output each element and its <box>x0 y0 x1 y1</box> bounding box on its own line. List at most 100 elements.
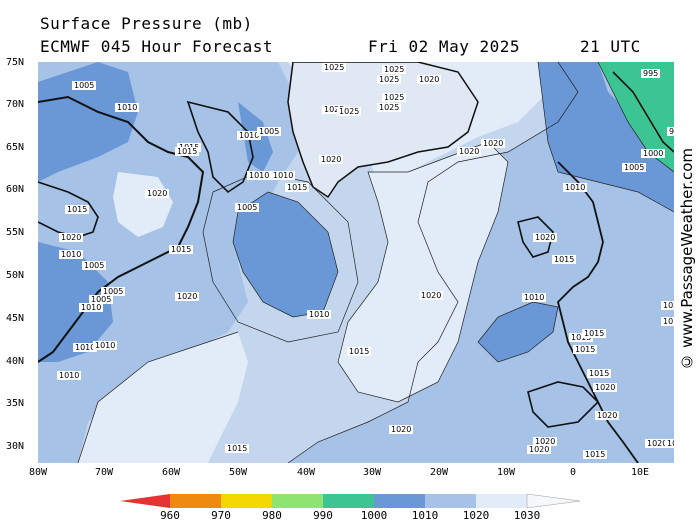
lon-label: 70W <box>94 467 114 478</box>
isobar-value-label: 1025 <box>339 107 359 116</box>
isobar-label-bg <box>57 371 81 380</box>
isobar-value-label: 1005 <box>74 81 94 90</box>
isobar-value-label: 1015 <box>287 183 307 192</box>
isobar-value-label: 1025 <box>379 103 399 112</box>
lat-label: 75N <box>6 57 25 68</box>
scandinavia-coastline <box>612 71 674 153</box>
forecast-time-label: 21 UTC <box>580 37 641 56</box>
isobar-value-label: 1020 <box>419 75 439 84</box>
isobar-value-label: 1010 <box>309 310 329 319</box>
isobar-label-bg <box>73 343 97 352</box>
isobar-value-label: 1010 <box>117 103 137 112</box>
isobar-value-label: 1020 <box>61 233 81 242</box>
legend-label: 1030 <box>513 509 541 522</box>
legend-label: 990 <box>313 509 333 522</box>
legend-swatch-960 <box>120 494 170 508</box>
isobar-label-bg <box>582 329 606 338</box>
isobar-label-bg <box>382 93 406 102</box>
isobar-value-label: 1005 <box>259 127 279 136</box>
lat-label: 35N <box>6 398 25 409</box>
isobar-value-label: 1015 <box>177 147 197 156</box>
isobar-value-label: 1020 <box>647 439 667 448</box>
isobar-label-bg <box>89 295 113 304</box>
isobar-1000 <box>597 62 674 173</box>
isobar-label-bg <box>481 139 505 148</box>
isobar-label-bg <box>93 341 117 350</box>
lat-label: 40N <box>6 356 25 367</box>
isobar-value-label: 1005 <box>84 261 104 270</box>
isobar-label-bg <box>285 183 309 192</box>
legend-label: 960 <box>160 509 180 522</box>
lat-label: 65N <box>6 142 25 153</box>
isobar-label-bg <box>641 149 665 158</box>
isobar-value-label: 1015 <box>227 444 247 453</box>
forecast-date-label: Fri 02 May 2025 <box>368 37 520 56</box>
isobar-value-label: 1005 <box>91 295 111 304</box>
isobar-value-label: 1015 <box>584 329 604 338</box>
isobar-label-bg <box>337 107 361 116</box>
isobar-label-bg <box>457 147 481 156</box>
legend-label: 970 <box>211 509 231 522</box>
isobar-label-bg <box>322 63 346 72</box>
isobar-label-bg <box>563 183 587 192</box>
isobar-label-bg <box>593 383 617 392</box>
isobar-label-bg <box>271 171 295 180</box>
isobar-value-label: 1010 <box>524 293 544 302</box>
isobar-label-bg <box>82 261 106 270</box>
pressure-map-canvas: 1005101010151010100510151020101010051005… <box>38 62 674 463</box>
isobar-label-bg <box>533 437 557 446</box>
isobar-value-label: 1025 <box>384 65 404 74</box>
pressure-map: 1005101010151010100510151020101010051005… <box>38 62 674 463</box>
isobar-value-label: 1020 <box>663 301 674 310</box>
isobar-label-bg <box>377 75 401 84</box>
isobar-label-bg <box>622 163 646 172</box>
isobar-label-bg <box>72 81 96 90</box>
isobar-value-label: 1025 <box>384 93 404 102</box>
isobar-value-label: 1020 <box>421 291 441 300</box>
isobar-value-label: 102 <box>667 439 674 448</box>
isobar-value-label: 1025 <box>324 63 344 72</box>
high-pressure-azores <box>338 142 508 402</box>
forecast-model-label: ECMWF 045 Hour Forecast <box>40 37 274 56</box>
lon-label: 10E <box>630 467 650 478</box>
low-pressure-arctic <box>598 62 674 172</box>
isobar-label-bg <box>667 127 674 136</box>
isobar-value-label: 1020 <box>483 139 503 148</box>
baffin-island-coastline <box>186 100 254 194</box>
isobar-value-label: 1020 <box>147 189 167 198</box>
low-pressure-norway <box>538 62 674 212</box>
lat-label: 30N <box>6 441 25 452</box>
isobar-label-bg <box>235 203 259 212</box>
isobar-label-bg <box>145 189 169 198</box>
isobar-value-label: 1010 <box>565 183 585 192</box>
isobar-value-label: 1020 <box>529 445 549 454</box>
isobar-label-bg <box>347 347 371 356</box>
high-pressure-southwest <box>78 332 248 463</box>
isobar-value-label: 1005 <box>103 287 123 296</box>
hudson-bay-coastline <box>38 181 99 238</box>
isobar-label-bg <box>522 293 546 302</box>
isobar-value-label: 1010 <box>249 171 269 180</box>
isobar-value-label: 1020 <box>177 292 197 301</box>
isobar-value-label: 1020 <box>535 437 555 446</box>
legend-swatch-1020 <box>425 494 476 508</box>
lat-label: 60N <box>6 184 25 195</box>
isobar-label-bg <box>319 155 343 164</box>
isobar-value-label: 1025 <box>379 75 399 84</box>
low-pressure-baffin <box>38 62 138 182</box>
isobar-1020 <box>77 331 239 463</box>
isobar-value-label: 1015 <box>571 333 591 342</box>
lon-label: 20W <box>429 467 449 478</box>
isobar-label-bg <box>377 103 401 112</box>
lon-label: 10W <box>496 467 516 478</box>
high-pressure-labrador <box>113 172 173 237</box>
isobar-label-bg <box>587 369 611 378</box>
isobar-value-label: 1010 <box>273 171 293 180</box>
isobar-label-bg <box>65 205 89 214</box>
isobar-value-label: 995 <box>643 69 658 78</box>
lat-label: 55N <box>6 227 25 238</box>
isobar-label-bg <box>569 333 593 342</box>
isobar-label-bg <box>533 233 557 242</box>
isobar-label-bg <box>257 127 281 136</box>
legend-label: 1000 <box>360 509 388 522</box>
